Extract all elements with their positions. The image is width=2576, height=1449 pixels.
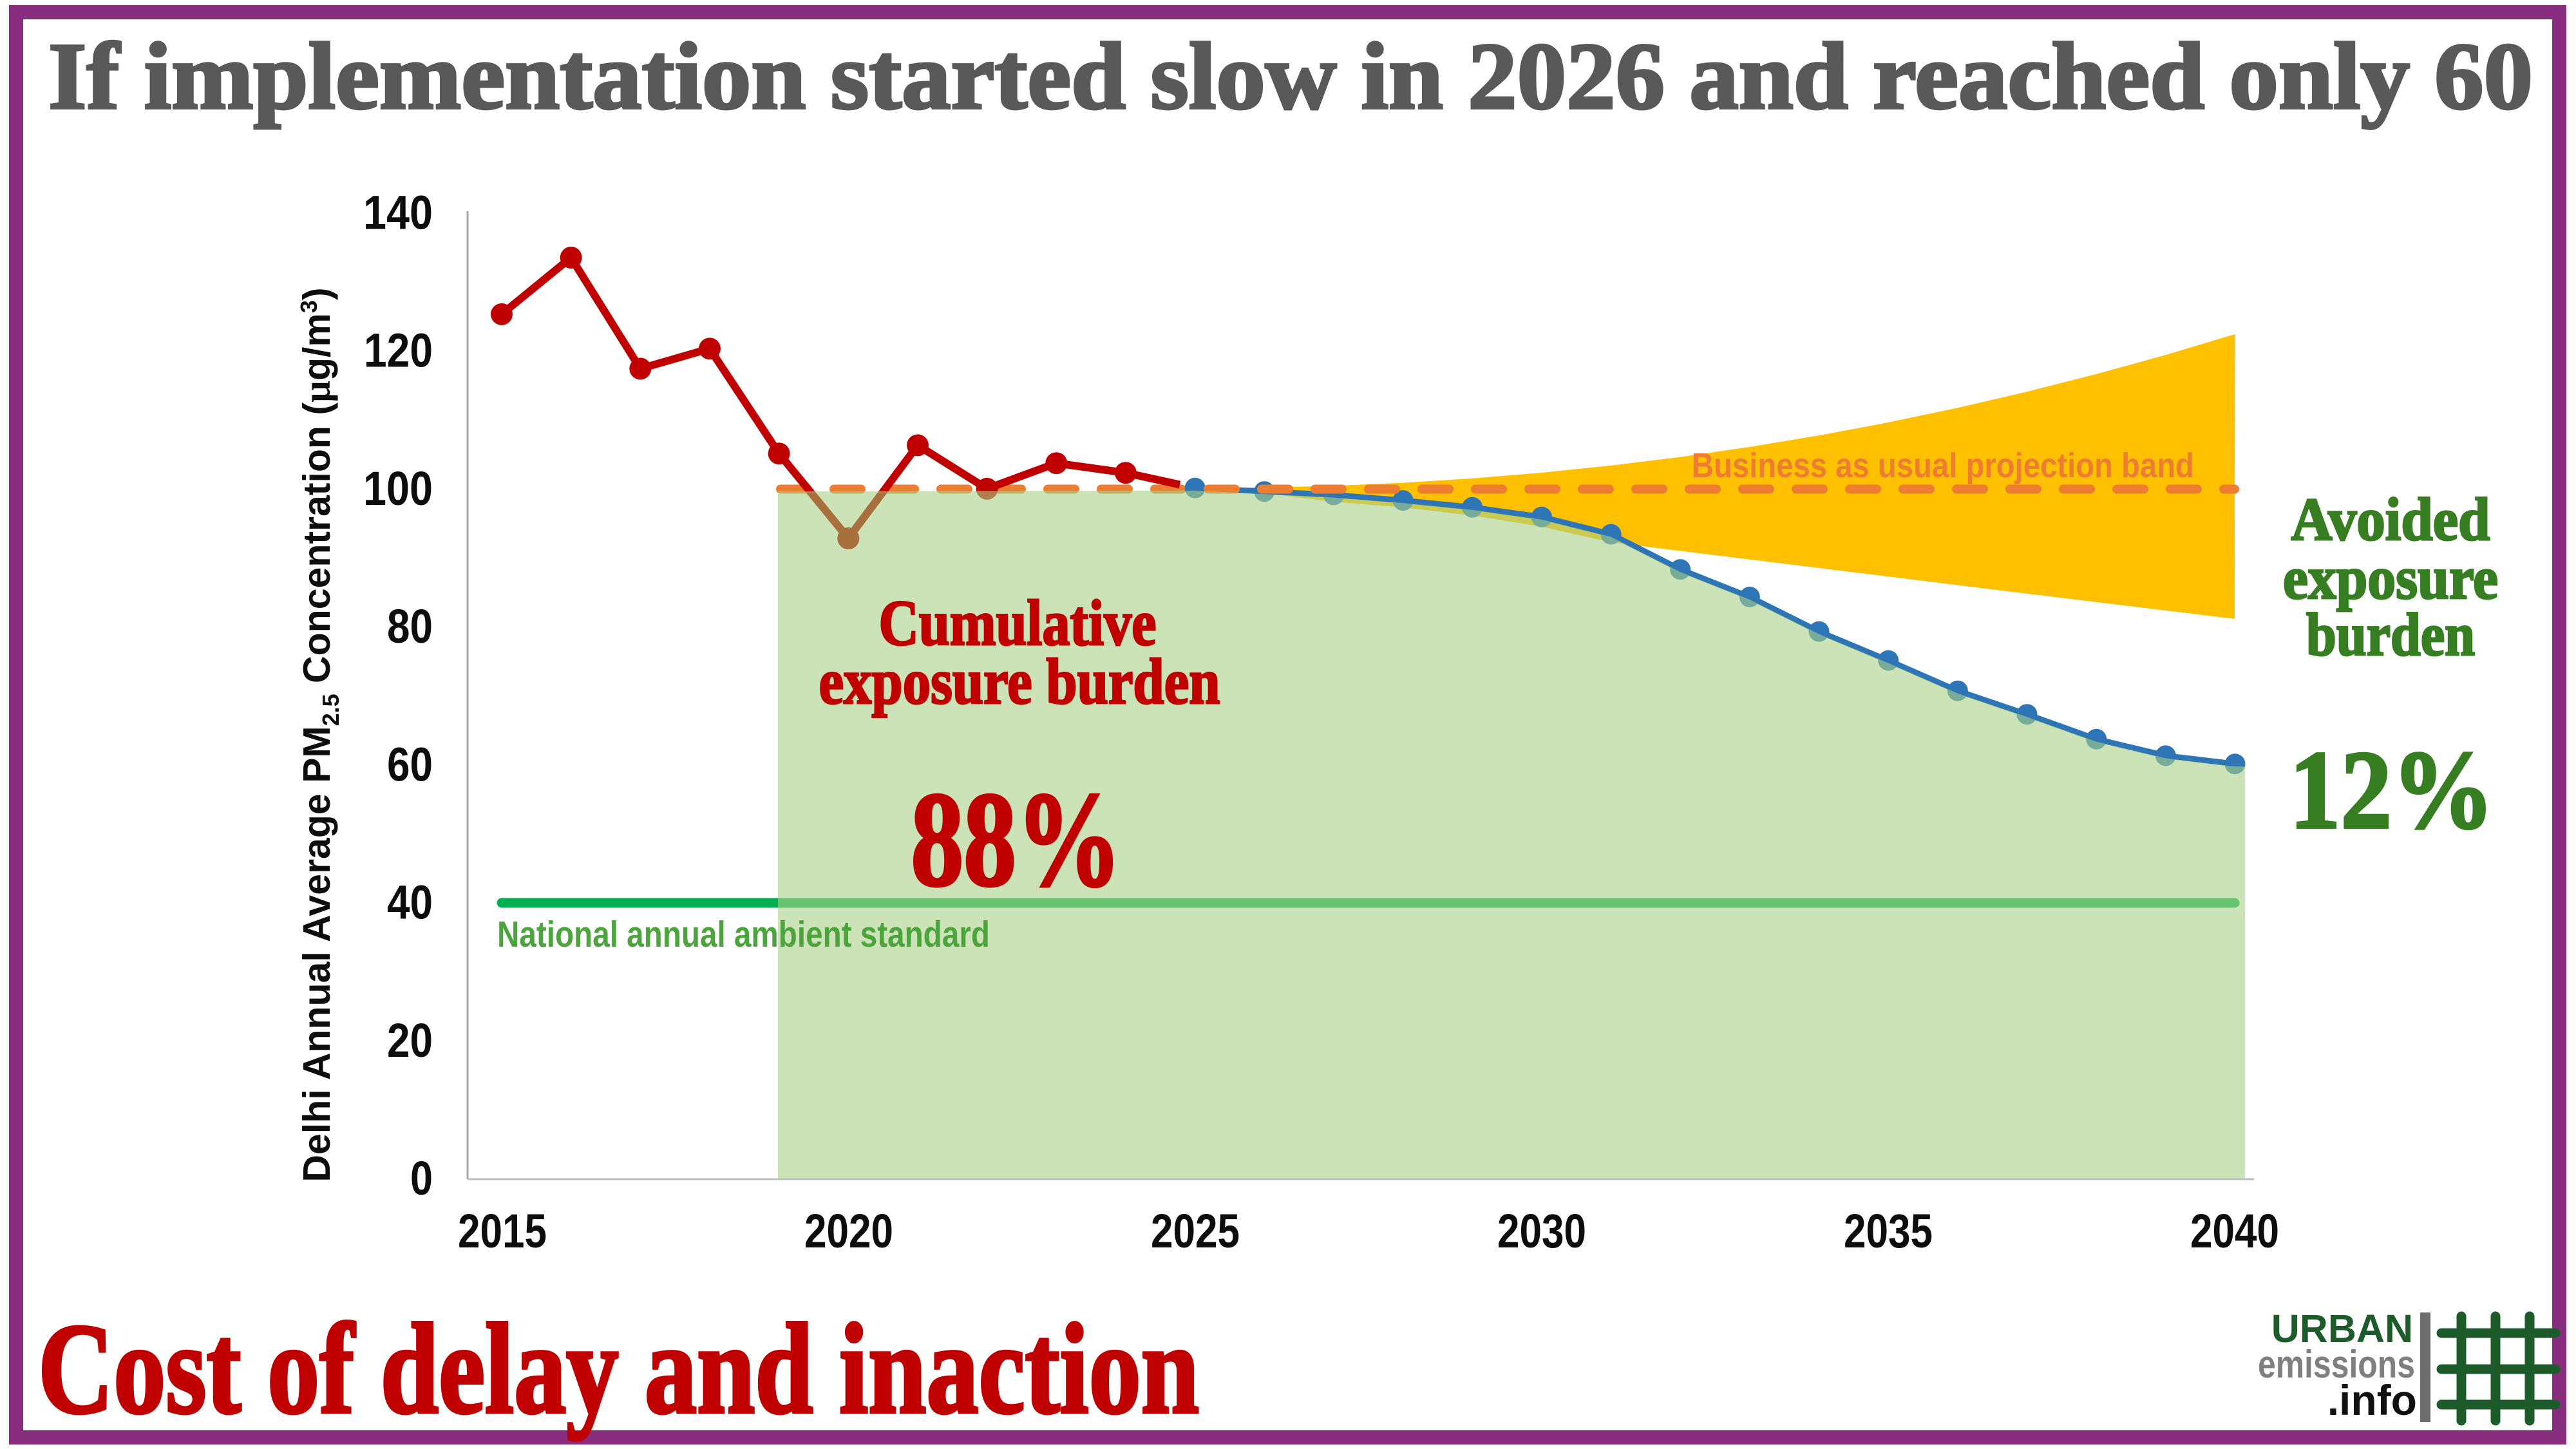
svg-text:100: 100 bbox=[363, 462, 433, 515]
svg-text:0: 0 bbox=[410, 1151, 433, 1205]
svg-text:If implementation started slow: If implementation started slow in 2026 a… bbox=[48, 24, 2533, 129]
svg-text:140: 140 bbox=[363, 185, 433, 239]
svg-text:2040: 2040 bbox=[2190, 1204, 2279, 1258]
svg-text:88%: 88% bbox=[911, 765, 1122, 914]
svg-text:Delhi Annual Average PM2.5 Con: Delhi Annual Average PM2.5 Concentration… bbox=[296, 287, 344, 1182]
svg-text:emissions: emissions bbox=[2258, 1343, 2415, 1386]
svg-text:2030: 2030 bbox=[1497, 1204, 1586, 1258]
svg-text:2020: 2020 bbox=[804, 1204, 893, 1258]
svg-text:120: 120 bbox=[364, 324, 433, 377]
svg-text:Business as usual projection b: Business as usual projection band bbox=[1692, 446, 2194, 485]
svg-text:URBAN: URBAN bbox=[2271, 1307, 2413, 1350]
svg-text:20: 20 bbox=[387, 1014, 433, 1067]
svg-text:12%: 12% bbox=[2289, 728, 2494, 852]
svg-text:40: 40 bbox=[387, 876, 433, 929]
svg-text:2035: 2035 bbox=[1844, 1204, 1933, 1258]
svg-text:Avoided: Avoided bbox=[2291, 486, 2490, 553]
svg-text:burden: burden bbox=[2306, 601, 2475, 668]
svg-text:National annual ambient standa: National annual ambient standard bbox=[497, 914, 990, 955]
svg-text:Cost of delay and inaction: Cost of delay and inaction bbox=[38, 1298, 1199, 1441]
svg-text:exposure: exposure bbox=[2283, 545, 2498, 612]
svg-text:exposure burden: exposure burden bbox=[819, 645, 1220, 717]
svg-text:2025: 2025 bbox=[1151, 1204, 1240, 1258]
svg-text:2015: 2015 bbox=[458, 1204, 547, 1258]
svg-text:.info: .info bbox=[2327, 1376, 2417, 1424]
svg-text:60: 60 bbox=[387, 737, 433, 791]
svg-text:80: 80 bbox=[387, 600, 433, 653]
svg-text:Cumulative: Cumulative bbox=[879, 587, 1157, 659]
